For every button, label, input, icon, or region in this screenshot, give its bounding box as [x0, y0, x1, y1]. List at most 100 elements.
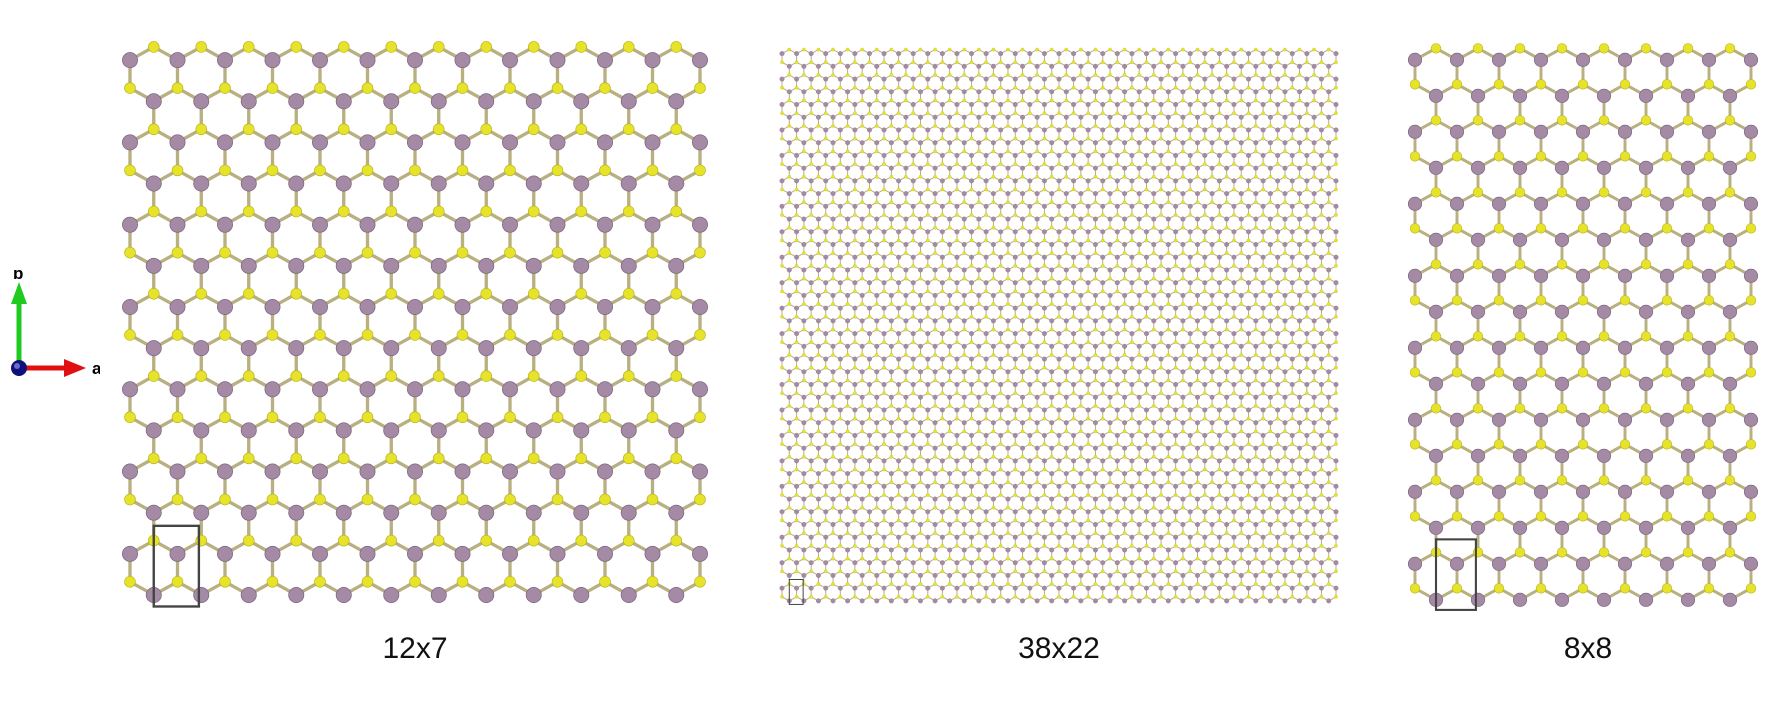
metal-atom: [597, 381, 613, 398]
chalcogen-atom: [527, 287, 540, 300]
chalcogen-atom: [314, 82, 326, 94]
metal-atom: [692, 381, 708, 398]
metal-atom: [478, 504, 495, 521]
metal-atom: [549, 216, 566, 233]
chalcogen-atom: [432, 370, 445, 382]
chalcogen-atom: [409, 246, 421, 259]
metal-atom: [430, 586, 447, 603]
metal-atom: [573, 586, 590, 603]
metal-atom: [264, 381, 281, 398]
chalcogen-atom: [385, 534, 398, 547]
chalcogen-atom: [314, 329, 326, 341]
chalcogen-atom: [622, 287, 635, 300]
chalcogen-atom: [504, 411, 516, 424]
metal-atom: [478, 340, 495, 357]
c-axis-dot-highlight: [14, 363, 20, 369]
metal-atom: [145, 175, 162, 192]
metal-atom: [288, 586, 305, 603]
metal-atom: [264, 216, 281, 233]
chalcogen-atom: [171, 575, 184, 588]
chalcogen-atom: [670, 287, 683, 300]
metal-atom: [240, 340, 257, 357]
metal-atom: [240, 93, 257, 110]
metal-atom: [383, 175, 400, 192]
metal-atom: [240, 586, 257, 603]
metal-atom: [407, 381, 423, 398]
chalcogen-atom: [266, 493, 279, 506]
metal-atom: [502, 52, 518, 69]
chalcogen-atom: [385, 370, 398, 382]
metal-atom: [454, 545, 471, 562]
metal-atom: [288, 504, 305, 521]
metal-atom: [644, 463, 661, 480]
chalcogen-atom: [337, 41, 350, 53]
metal-atom: [692, 298, 708, 315]
chalcogen-atom: [622, 123, 635, 136]
chalcogen-atom: [646, 411, 659, 424]
chalcogen-atom: [219, 82, 231, 94]
metal-atom: [525, 422, 542, 439]
chalcogen-atom: [385, 205, 398, 218]
metal-atom: [193, 422, 210, 439]
metal-atom: [288, 175, 305, 192]
metal-atom: [193, 93, 210, 110]
metal-atom: [549, 52, 566, 69]
chalcogen-atom: [385, 41, 398, 53]
chalcogen-atom: [527, 452, 540, 465]
chalcogen-atom: [432, 452, 445, 465]
chalcogen-atom: [504, 575, 516, 588]
chalcogen-atom: [266, 329, 279, 341]
chalcogen-atom: [409, 493, 421, 506]
chalcogen-atom: [670, 452, 683, 465]
metal-atom: [692, 134, 708, 151]
chalcogen-atom: [361, 493, 374, 506]
metal-atom: [312, 134, 328, 151]
chalcogen-atom: [480, 452, 493, 465]
metal-atom: [217, 134, 233, 151]
chalcogen-atom: [171, 246, 184, 259]
chalcogen-atom: [622, 205, 635, 218]
chalcogen-atom: [361, 575, 374, 588]
metal-atom: [169, 216, 186, 233]
chalcogen-atom: [480, 534, 493, 547]
chalcogen-atom: [147, 452, 160, 465]
chalcogen-atom: [694, 493, 706, 506]
chalcogen-atom: [599, 246, 611, 259]
metal-atom: [264, 298, 281, 315]
chalcogen-atom: [361, 329, 374, 341]
metal-atom: [644, 298, 661, 315]
chalcogen-atom: [646, 164, 659, 177]
metal-atom: [335, 175, 352, 192]
chalcogen-atom: [147, 205, 160, 218]
metal-atom: [525, 175, 542, 192]
chalcogen-atom: [242, 287, 255, 300]
metal-atom: [312, 52, 328, 69]
chalcogen-atom: [171, 411, 184, 424]
chalcogen-atom: [290, 205, 303, 218]
chalcogen-atom: [480, 205, 493, 218]
chalcogen-atom: [670, 370, 683, 382]
chalcogen-atom: [219, 329, 231, 341]
chalcogen-atom: [242, 452, 255, 465]
metal-atom: [288, 340, 305, 357]
metal-atom: [383, 340, 400, 357]
chalcogen-atom: [314, 575, 326, 588]
metal-atom: [240, 422, 257, 439]
metal-atom: [644, 381, 661, 398]
chalcogen-atom: [551, 329, 564, 341]
chalcogen-atom: [432, 287, 445, 300]
metal-atom: [620, 257, 637, 274]
metal-atom: [264, 545, 281, 562]
metal-atom: [359, 298, 376, 315]
metal-atom: [597, 216, 613, 233]
chalcogen-atom: [124, 82, 136, 94]
metal-atom: [692, 52, 708, 69]
chalcogen-atom: [242, 534, 255, 547]
metal-atom: [644, 52, 661, 69]
metal-atom: [502, 545, 518, 562]
chalcogen-atom: [124, 575, 136, 588]
chalcogen-atom: [361, 246, 374, 259]
metal-atom: [573, 422, 590, 439]
chalcogen-atom: [646, 82, 659, 94]
metal-atom: [407, 298, 423, 315]
